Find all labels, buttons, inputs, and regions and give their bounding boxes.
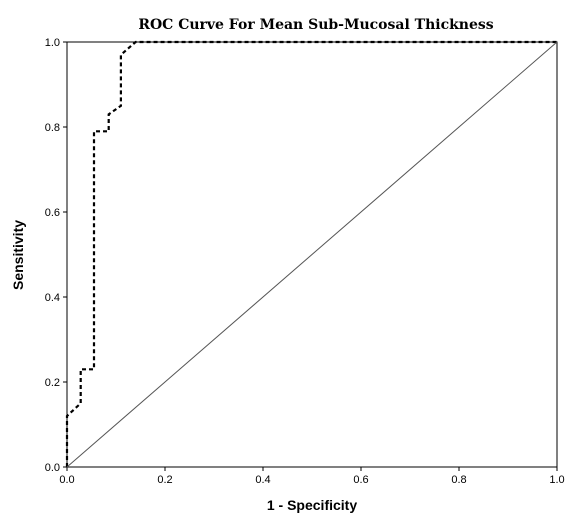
y-tick-label: 0.4: [45, 292, 60, 304]
roc-curve-line: [65, 40, 557, 467]
plot-area: 0.0 0.2 0.4 0.6 0.8 1.0 0.0 0.2 0.4 0.6 0.8 1.0: [45, 37, 565, 486]
x-tick-label: 0.8: [451, 474, 466, 486]
x-axis-label: 1 - Specificity: [267, 497, 357, 513]
reference-diagonal-line: [66, 41, 558, 468]
x-tick-label: 0.0: [59, 474, 74, 486]
y-tick-label: 1.0: [45, 37, 60, 49]
series-layer: [65, 40, 558, 468]
y-tick-label: 0.0: [45, 462, 60, 474]
x-tick-label: 1.0: [549, 474, 564, 486]
y-tick-label: 0.6: [45, 207, 60, 219]
chart-title: ROC Curve For Mean Sub-Mucosal Thickness: [138, 17, 493, 33]
plot-frame: [66, 41, 558, 468]
x-tick-label: 0.2: [157, 474, 172, 486]
y-axis-label: Sensitivity: [10, 220, 26, 290]
y-tick-label: 0.8: [45, 122, 60, 134]
x-axis-ticks: 0.0 0.2 0.4 0.6 0.8 1.0: [59, 467, 565, 486]
x-tick-label: 0.4: [255, 474, 270, 486]
y-axis-ticks: 0.0 0.2 0.4 0.6 0.8 1.0: [45, 37, 67, 474]
x-tick-label: 0.6: [353, 474, 368, 486]
y-tick-label: 0.2: [45, 377, 60, 389]
